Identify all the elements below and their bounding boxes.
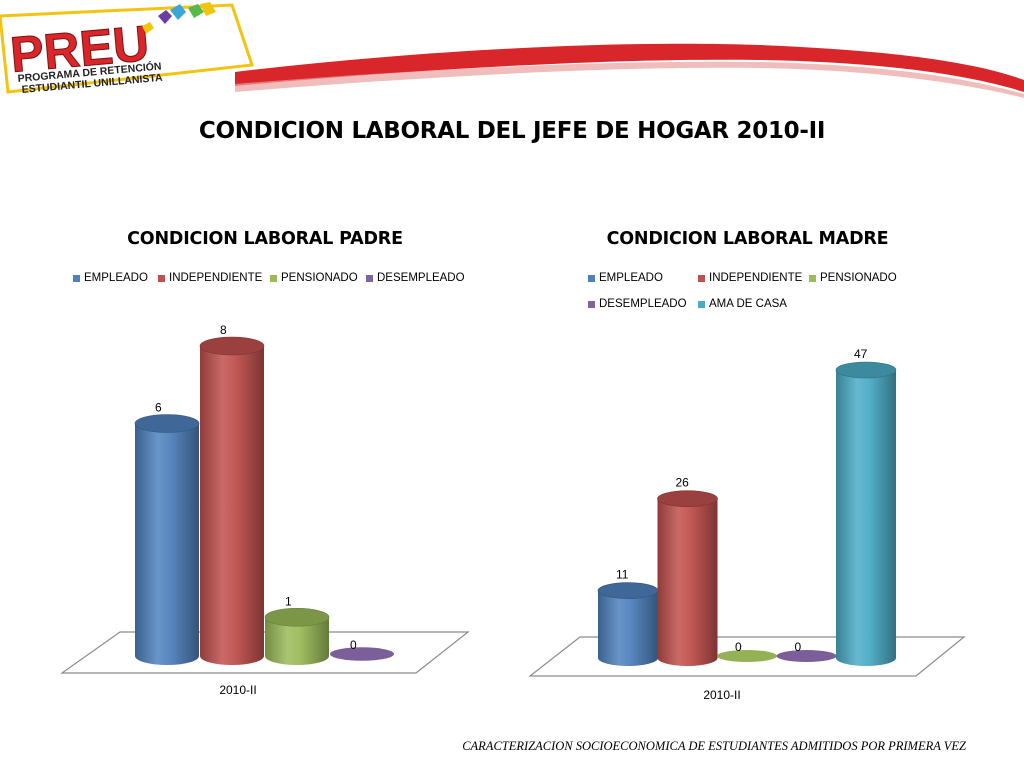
data-label: 0 — [735, 640, 742, 654]
bar-flat — [776, 650, 837, 662]
banner-swoosh-red — [235, 43, 1024, 92]
bar-independiente: 26 — [657, 476, 718, 666]
bar-flat — [330, 647, 394, 661]
bar-top — [835, 361, 897, 379]
legend-item-pensionado: PENSIONADO — [270, 272, 358, 284]
chart-title-madre: CONDICION LABORAL MADRE — [606, 229, 889, 249]
legend-swatch — [588, 300, 595, 308]
legend-label: EMPLEADO — [84, 272, 148, 284]
legend-item-empleado: EMPLEADO — [73, 272, 148, 284]
bar-body — [200, 346, 264, 665]
bar-body — [598, 590, 658, 666]
bar-body — [135, 423, 199, 665]
bar-empleado: 6 — [134, 401, 200, 665]
legend-label: PENSIONADO — [281, 272, 358, 284]
bar-top — [597, 582, 659, 599]
bar-body — [836, 370, 896, 666]
chart-madre: 11 26 0 0 47 2010-II — [528, 347, 966, 702]
bar-ama-de-casa: 47 — [835, 347, 897, 666]
legend-item-independiente: INDEPENDIENTE — [158, 272, 262, 284]
legend-swatch — [73, 274, 80, 282]
data-label: 1 — [285, 594, 292, 608]
legend-label: INDEPENDIENTE — [709, 272, 803, 284]
data-label: 0 — [795, 640, 802, 654]
legend-swatch — [366, 274, 373, 282]
logo-badge — [0, 3, 255, 94]
bar-flat — [717, 650, 777, 662]
header-banner: PREU PROGRAMA DE RETENCIÓN ESTUDIANTIL U… — [0, 2, 1024, 98]
bar-desempleado: 0 — [330, 638, 394, 661]
legend-swatch — [809, 274, 816, 282]
bar-top — [199, 336, 265, 356]
legend-label: PENSIONADO — [820, 272, 897, 284]
legend-item-independiente: INDEPENDIENTE — [698, 272, 802, 284]
legend-item-empleado: EMPLEADO — [588, 272, 663, 284]
legend-label: INDEPENDIENTE — [169, 272, 263, 284]
bar-independiente: 8 — [199, 323, 265, 665]
legend-label: EMPLEADO — [599, 272, 663, 284]
data-label: 26 — [676, 476, 690, 490]
chart-title-padre: CONDICION LABORAL PADRE — [127, 229, 403, 249]
legend-swatch — [698, 300, 705, 308]
bar-top — [134, 414, 200, 433]
legend-label: AMA DE CASA — [709, 298, 787, 310]
bar-top — [264, 607, 330, 627]
legend-swatch — [270, 274, 277, 282]
footer-caption: CARACTERIZACION SOCIOECONOMICA DE ESTUDI… — [462, 739, 966, 753]
legend-swatch — [158, 274, 165, 282]
logo-preu-text: PREU — [8, 15, 151, 83]
data-label: 47 — [854, 347, 868, 361]
logo-hands-icon — [142, 2, 216, 34]
bar-desempleado: 0 — [776, 640, 837, 662]
legend-item-desempleado: DESEMPLEADO — [366, 272, 465, 284]
legend-item-pensionado: PENSIONADO — [809, 272, 897, 284]
data-label: 11 — [616, 568, 629, 582]
data-label: 0 — [350, 638, 357, 652]
bar-pensionado: 0 — [717, 640, 777, 662]
category-label: 2010-II — [703, 688, 740, 702]
bar-top — [657, 490, 718, 507]
legend-swatch — [588, 274, 595, 282]
bar-pensionado: 1 — [264, 594, 330, 665]
legend-item-desempleado: DESEMPLEADO — [588, 298, 687, 310]
bar-body — [657, 498, 718, 666]
legend-label: DESEMPLEADO — [377, 272, 465, 284]
slide-title: CONDICION LABORAL DEL JEFE DE HOGAR 2010… — [198, 118, 826, 144]
legend-swatch — [698, 274, 705, 282]
banner-swoosh-shadow — [235, 61, 1024, 98]
legend-item-ama-de-casa: AMA DE CASA — [698, 298, 787, 310]
category-label: 2010-II — [219, 683, 256, 697]
data-label: 6 — [155, 401, 162, 415]
bar-empleado: 11 — [597, 568, 659, 666]
legend-label: DESEMPLEADO — [599, 298, 687, 310]
data-label: 8 — [220, 323, 227, 337]
bar-body — [265, 617, 329, 665]
